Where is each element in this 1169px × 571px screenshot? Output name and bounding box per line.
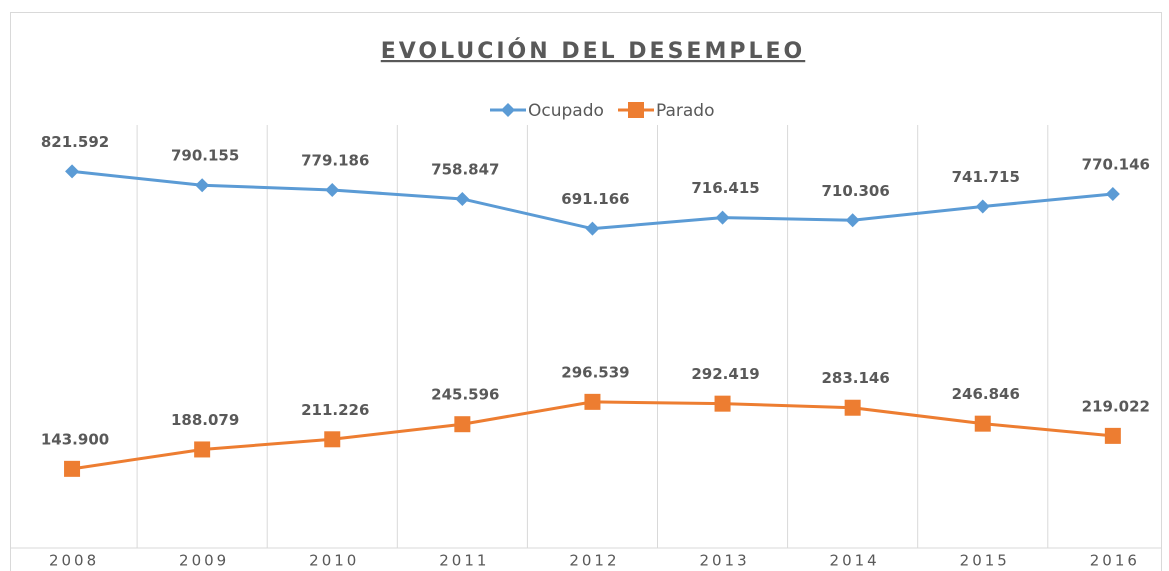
x-tick-label: 2008 xyxy=(49,552,99,570)
data-label: 292.419 xyxy=(691,365,759,383)
x-tick-label: 2016 xyxy=(1090,552,1140,570)
data-point xyxy=(715,210,730,225)
legend-marker xyxy=(501,103,515,117)
data-label: 770.146 xyxy=(1082,155,1150,173)
data-point xyxy=(194,441,211,458)
data-point xyxy=(454,416,471,433)
data-point xyxy=(585,221,600,236)
chart-frame xyxy=(10,12,1162,571)
data-label: 283.146 xyxy=(821,369,889,387)
data-point xyxy=(1104,427,1121,444)
data-point xyxy=(65,164,80,179)
x-tick-label: 2009 xyxy=(179,552,229,570)
x-tick-label: 2015 xyxy=(960,552,1010,570)
x-tick-label: 2012 xyxy=(569,552,619,570)
data-point xyxy=(975,199,990,214)
data-point xyxy=(714,395,731,412)
data-point xyxy=(584,393,601,410)
data-label: 821.592 xyxy=(41,133,109,151)
data-label: 143.900 xyxy=(41,430,109,448)
x-tick-label: 2010 xyxy=(309,552,359,570)
data-point xyxy=(64,460,81,477)
data-label: 188.079 xyxy=(171,411,239,429)
data-label: 710.306 xyxy=(821,182,889,200)
data-label: 790.155 xyxy=(171,147,239,165)
data-label: 246.846 xyxy=(952,385,1020,403)
data-label: 296.539 xyxy=(561,363,629,381)
legend-label: Parado xyxy=(656,101,715,121)
data-point xyxy=(195,178,210,193)
data-label: 211.226 xyxy=(301,401,369,419)
legend-marker xyxy=(628,102,644,118)
data-point xyxy=(974,415,991,432)
x-tick-label: 2013 xyxy=(699,552,749,570)
data-point xyxy=(845,213,860,228)
data-point xyxy=(324,431,341,448)
x-tick-label: 2011 xyxy=(439,552,489,570)
data-label: 245.596 xyxy=(431,386,499,404)
data-label: 741.715 xyxy=(952,168,1020,186)
chart-title: EVOLUCIÓN DEL DESEMPLEO xyxy=(381,38,805,64)
data-label: 779.186 xyxy=(301,152,369,170)
data-point xyxy=(1105,186,1120,201)
data-point xyxy=(455,191,470,206)
data-label: 691.166 xyxy=(561,190,629,208)
data-point xyxy=(844,399,861,416)
data-point xyxy=(325,183,340,198)
data-label: 219.022 xyxy=(1082,397,1150,415)
x-tick-label: 2014 xyxy=(830,552,880,570)
data-label: 716.415 xyxy=(691,179,759,197)
legend-label: Ocupado xyxy=(528,101,604,121)
data-label: 758.847 xyxy=(431,160,499,178)
